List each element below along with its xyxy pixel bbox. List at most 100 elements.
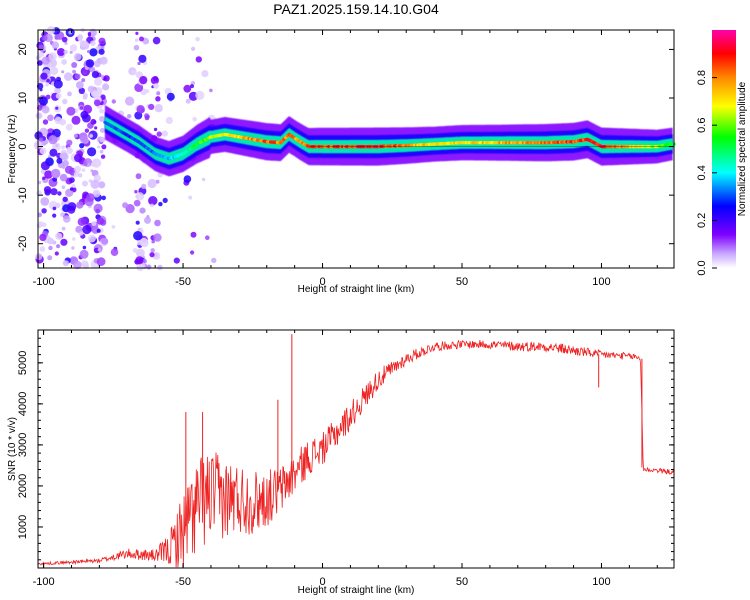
noise-blob xyxy=(135,31,139,35)
noise-blob xyxy=(61,70,65,74)
noise-blob xyxy=(51,168,61,179)
noise-blob xyxy=(67,146,71,151)
noise-blob xyxy=(47,114,54,122)
noise-blob xyxy=(54,116,63,125)
noise-blob xyxy=(156,91,161,96)
noise-blob xyxy=(139,36,144,42)
noise-blob xyxy=(94,126,98,130)
x-tick-label: 100 xyxy=(592,576,610,588)
noise-blob xyxy=(91,71,99,79)
x-tick-label: -100 xyxy=(33,576,55,588)
y-tick-label: 5000 xyxy=(17,351,29,375)
noise-blob xyxy=(122,202,129,209)
noise-blob xyxy=(142,237,146,242)
colorbar-tick-label: 0.2 xyxy=(696,213,708,228)
noise-blob xyxy=(39,233,47,242)
noise-blob xyxy=(76,201,84,209)
noise-blob xyxy=(139,76,148,85)
x-tick-label: 0 xyxy=(319,576,325,588)
x-tick-label: -50 xyxy=(175,276,191,288)
noise-blob xyxy=(41,56,50,65)
noise-blob xyxy=(133,44,140,51)
noise-blob xyxy=(48,135,58,145)
noise-blob xyxy=(100,45,105,50)
noise-blob xyxy=(46,78,50,83)
noise-blob xyxy=(97,145,100,149)
noise-blob xyxy=(165,116,173,125)
noise-blob xyxy=(90,90,98,98)
noise-blob xyxy=(134,38,139,42)
noise-blob xyxy=(61,145,65,150)
x-tick-label: -50 xyxy=(175,576,191,588)
noise-blob xyxy=(87,33,92,37)
noise-blob xyxy=(60,238,68,246)
snr-series-line xyxy=(37,339,675,568)
noise-blob xyxy=(154,104,163,113)
noise-blob xyxy=(45,83,49,87)
noise-blob xyxy=(56,157,63,164)
noise-blob xyxy=(134,111,143,120)
noise-blob xyxy=(40,197,50,206)
noise-blob xyxy=(75,81,84,89)
noise-blob xyxy=(150,248,155,253)
noise-blob xyxy=(71,115,81,125)
noise-blob xyxy=(132,248,138,254)
y-tick-label: 4000 xyxy=(17,392,29,416)
noise-blob xyxy=(96,228,101,233)
noise-blob xyxy=(81,78,86,83)
noise-blob xyxy=(110,248,119,256)
noise-blob xyxy=(103,75,110,82)
noise-blob xyxy=(82,70,87,76)
x-tick-label: 100 xyxy=(592,276,610,288)
colorbar-tick-label: 0.6 xyxy=(696,118,708,133)
noise-blob xyxy=(78,173,83,178)
noise-blob xyxy=(82,224,92,235)
colorbar-gradient xyxy=(712,30,736,268)
noise-blob xyxy=(192,116,197,122)
colorbar-tick-label: 0.4 xyxy=(696,165,708,180)
noise-blob xyxy=(38,137,44,143)
x-tick-label: 50 xyxy=(456,576,468,588)
noise-blob xyxy=(96,257,106,266)
noise-blob xyxy=(52,128,61,138)
noise-blob xyxy=(139,238,149,248)
noise-blob xyxy=(61,36,68,43)
noise-blob xyxy=(47,237,54,245)
noise-blob xyxy=(56,244,61,249)
noise-blob xyxy=(96,217,105,225)
noise-blob xyxy=(99,149,104,154)
noise-blob xyxy=(148,103,155,110)
noise-blob xyxy=(39,147,47,155)
noise-blob xyxy=(55,93,62,99)
noise-blob xyxy=(166,92,175,101)
noise-blob xyxy=(62,98,68,105)
noise-blob xyxy=(153,127,158,132)
noise-blob xyxy=(195,36,200,42)
noise-blob xyxy=(52,177,58,182)
noise-blob xyxy=(99,108,104,114)
snr-background xyxy=(38,330,674,568)
x-tick-label: 0 xyxy=(319,276,325,288)
snr-marks xyxy=(37,334,675,568)
noise-blob xyxy=(156,131,162,137)
y-tick-label: 20 xyxy=(17,43,29,55)
noise-blob xyxy=(77,217,87,226)
noise-blob xyxy=(79,40,87,48)
snr-y-axis-label: SNR (10 * v/v) xyxy=(7,417,18,481)
noise-blob xyxy=(69,187,74,191)
noise-blob xyxy=(74,73,81,80)
noise-blob xyxy=(101,144,107,150)
noise-blob xyxy=(69,177,75,184)
noise-blob xyxy=(89,134,93,138)
noise-blob xyxy=(138,54,147,63)
noise-blob xyxy=(82,161,88,167)
noise-blob xyxy=(135,195,139,199)
noise-blob xyxy=(133,231,143,241)
noise-blob xyxy=(89,48,98,57)
noise-blob xyxy=(79,143,85,149)
noise-blob xyxy=(71,62,78,68)
noise-blob xyxy=(151,239,155,244)
noise-blob xyxy=(188,195,193,200)
noise-blob xyxy=(47,255,53,261)
